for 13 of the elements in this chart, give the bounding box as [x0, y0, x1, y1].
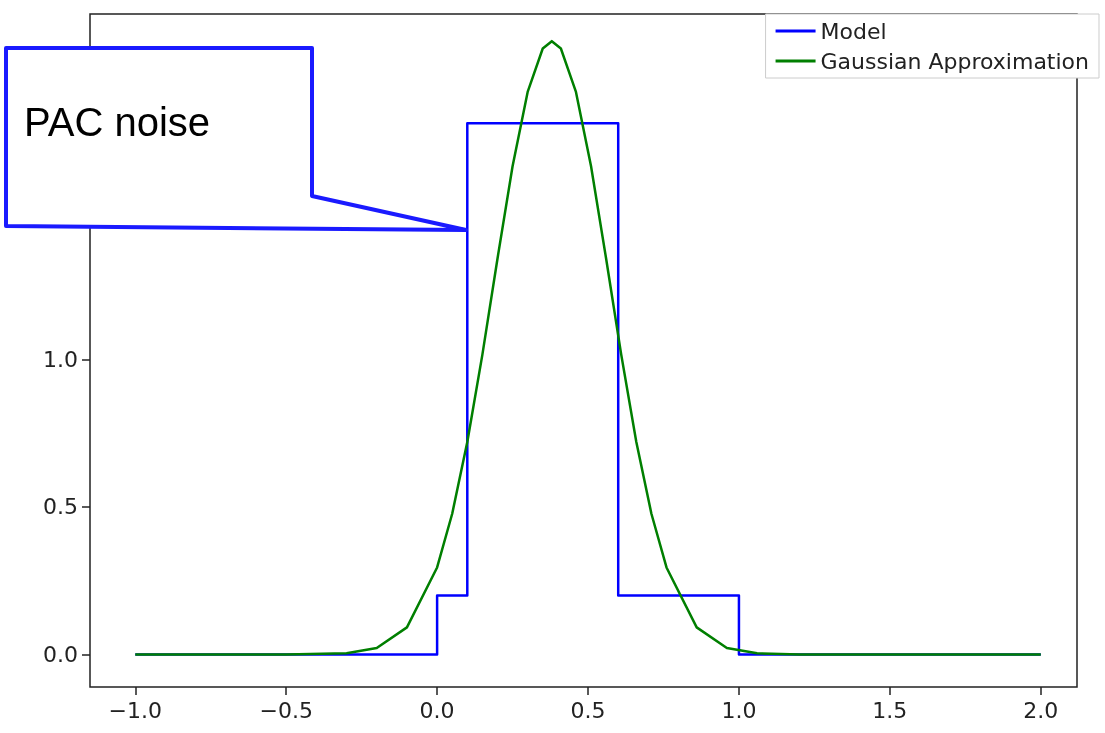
- y-tick-label: 0.0: [43, 642, 78, 668]
- x-tick-label: 1.0: [721, 697, 757, 723]
- x-tick-label: −0.5: [259, 697, 313, 723]
- legend-label: Model: [820, 18, 887, 44]
- legend-label: Gaussian Approximation: [820, 48, 1089, 74]
- annotation: PAC noise: [24, 100, 211, 145]
- x-tick-label: 2.0: [1023, 697, 1059, 723]
- x-tick-label: −1.0: [108, 697, 162, 723]
- x-tick-label: 1.5: [872, 697, 908, 723]
- y-tick-label: 0.5: [43, 494, 78, 520]
- y-tick-label: 1.0: [43, 346, 78, 372]
- x-tick-label: 0.5: [570, 697, 606, 723]
- x-tick-label: 0.0: [419, 697, 455, 723]
